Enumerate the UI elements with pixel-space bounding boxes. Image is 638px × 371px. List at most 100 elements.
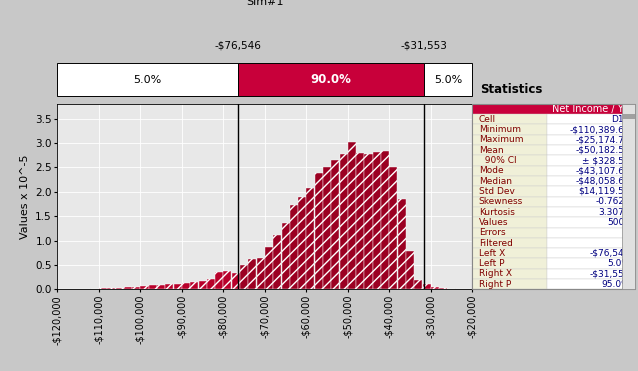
Bar bbox=[472, 135, 547, 145]
Y-axis label: Values x 10^-5: Values x 10^-5 bbox=[20, 154, 30, 239]
Bar bbox=[256, 258, 265, 289]
Bar bbox=[547, 176, 635, 186]
Bar bbox=[323, 167, 331, 289]
Bar bbox=[265, 247, 273, 289]
Bar bbox=[472, 125, 547, 135]
Bar bbox=[124, 288, 132, 289]
Bar bbox=[472, 155, 547, 166]
Text: 5000: 5000 bbox=[607, 218, 630, 227]
Bar bbox=[315, 173, 323, 289]
Bar bbox=[472, 166, 547, 176]
Bar bbox=[356, 153, 364, 289]
Bar bbox=[547, 227, 635, 238]
Text: 3.3078: 3.3078 bbox=[598, 208, 630, 217]
Bar bbox=[381, 151, 389, 289]
Text: Mean: Mean bbox=[478, 146, 503, 155]
Text: -$76,546: -$76,546 bbox=[590, 249, 630, 258]
Text: 0: 0 bbox=[624, 228, 630, 237]
Bar bbox=[174, 283, 182, 289]
Text: Errors: Errors bbox=[478, 228, 505, 237]
Text: Values: Values bbox=[478, 218, 508, 227]
Bar bbox=[547, 248, 635, 259]
Text: 0: 0 bbox=[624, 239, 630, 247]
Text: Right P: Right P bbox=[478, 280, 511, 289]
Bar bbox=[422, 285, 431, 289]
Text: -0.7621: -0.7621 bbox=[595, 197, 630, 206]
Bar bbox=[547, 269, 635, 279]
Text: 5.0%: 5.0% bbox=[434, 75, 463, 85]
Bar bbox=[472, 217, 547, 227]
Text: Cell: Cell bbox=[478, 115, 496, 124]
Bar bbox=[472, 176, 547, 186]
Text: $14,119.56: $14,119.56 bbox=[579, 187, 630, 196]
Bar bbox=[472, 197, 547, 207]
Text: 90.0%: 90.0% bbox=[311, 73, 352, 86]
Bar bbox=[547, 114, 635, 125]
Bar bbox=[397, 199, 406, 289]
Bar bbox=[472, 207, 547, 217]
Bar bbox=[547, 145, 635, 155]
Text: Filtered: Filtered bbox=[478, 239, 512, 247]
Text: Maximum: Maximum bbox=[478, 135, 523, 144]
Bar bbox=[281, 223, 290, 289]
Text: -$48,058.66: -$48,058.66 bbox=[575, 177, 630, 186]
Text: Left P: Left P bbox=[478, 259, 504, 268]
Bar bbox=[165, 285, 174, 289]
Bar bbox=[431, 287, 439, 289]
Text: -$43,107.61: -$43,107.61 bbox=[575, 166, 630, 175]
Bar bbox=[198, 280, 207, 289]
Text: Left X: Left X bbox=[478, 249, 505, 258]
Bar bbox=[273, 235, 281, 289]
Bar bbox=[547, 217, 635, 227]
Bar bbox=[547, 166, 635, 176]
Bar bbox=[115, 288, 124, 289]
Bar bbox=[248, 259, 256, 289]
Text: Right X: Right X bbox=[478, 269, 512, 278]
Bar bbox=[472, 259, 547, 269]
Bar bbox=[406, 251, 414, 289]
Bar bbox=[472, 114, 547, 125]
Bar bbox=[547, 207, 635, 217]
Bar bbox=[472, 104, 635, 114]
Text: 90% CI: 90% CI bbox=[478, 156, 516, 165]
Text: -$50,182.51: -$50,182.51 bbox=[575, 146, 630, 155]
Bar bbox=[331, 160, 339, 289]
Bar bbox=[107, 288, 115, 289]
Bar bbox=[547, 135, 635, 145]
Bar bbox=[157, 285, 165, 289]
Bar bbox=[424, 63, 472, 96]
Text: Median: Median bbox=[478, 177, 512, 186]
Text: 95.0%: 95.0% bbox=[601, 280, 630, 289]
Bar bbox=[348, 142, 356, 289]
Bar bbox=[373, 152, 381, 289]
Bar bbox=[547, 279, 635, 289]
Bar bbox=[215, 272, 223, 289]
Text: D18: D18 bbox=[612, 115, 630, 124]
Text: Mode: Mode bbox=[478, 166, 503, 175]
Bar bbox=[547, 155, 635, 166]
Bar bbox=[57, 63, 237, 96]
Text: -$110,389.64: -$110,389.64 bbox=[570, 125, 630, 134]
Bar bbox=[472, 227, 547, 238]
Bar bbox=[472, 279, 547, 289]
Text: ± $328.51: ± $328.51 bbox=[582, 156, 630, 165]
Text: 5.0%: 5.0% bbox=[133, 75, 161, 85]
Text: -$25,174.77: -$25,174.77 bbox=[575, 135, 630, 144]
Bar bbox=[364, 154, 373, 289]
Bar bbox=[439, 288, 447, 289]
Text: Minimum: Minimum bbox=[478, 125, 521, 134]
Bar bbox=[132, 287, 140, 289]
Bar bbox=[237, 63, 424, 96]
Bar bbox=[547, 125, 635, 135]
Bar bbox=[414, 280, 422, 289]
Bar bbox=[547, 186, 635, 197]
Bar bbox=[190, 282, 198, 289]
Bar bbox=[547, 259, 635, 269]
Text: -$76,546: -$76,546 bbox=[214, 40, 261, 50]
Bar bbox=[622, 114, 635, 119]
Bar bbox=[223, 271, 232, 289]
Text: Std Dev: Std Dev bbox=[478, 187, 514, 196]
Text: Kurtosis: Kurtosis bbox=[478, 208, 514, 217]
Bar bbox=[182, 283, 190, 289]
Text: -$31,553: -$31,553 bbox=[401, 40, 448, 50]
